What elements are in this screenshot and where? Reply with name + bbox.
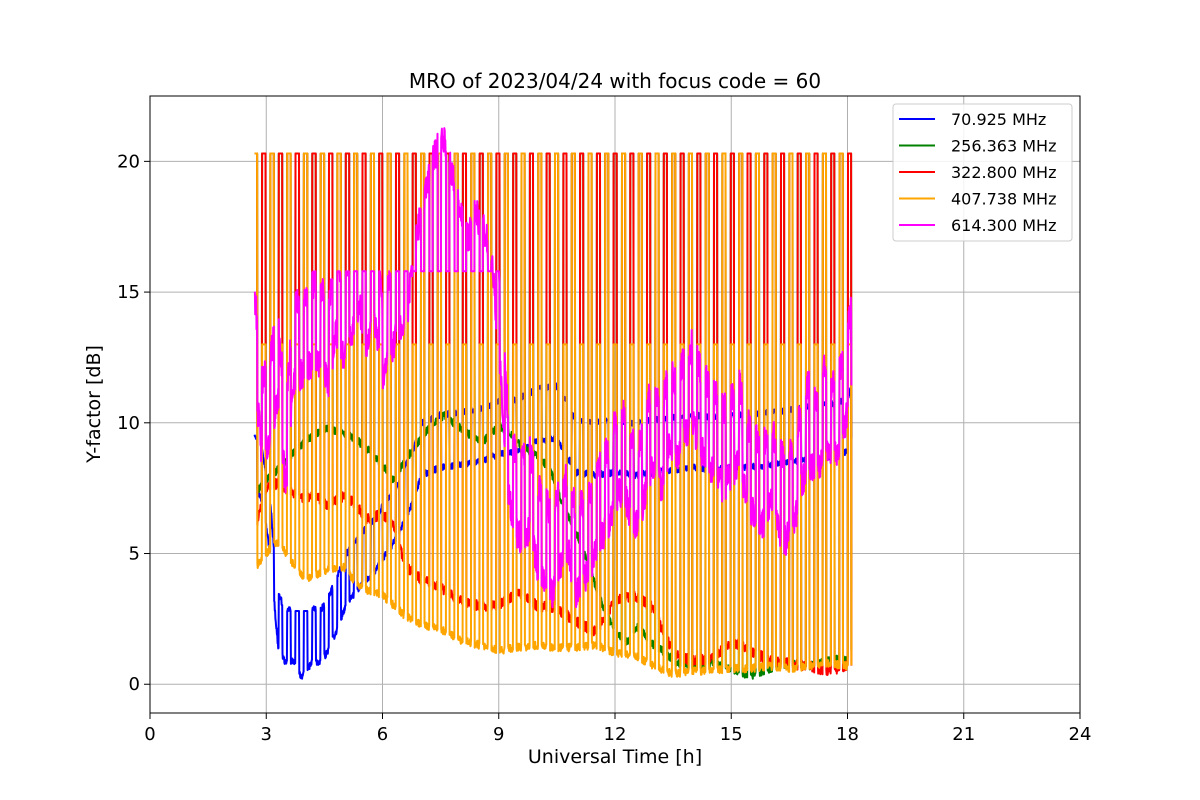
legend-label: 407.738 MHz <box>951 190 1056 209</box>
legend-label: 70.925 MHz <box>951 110 1046 129</box>
legend: 70.925 MHz 256.363 MHz 322.800 MHz 407.738 … <box>892 103 1073 242</box>
legend-label: 256.363 MHz <box>951 137 1056 156</box>
legend-items: 70.925 MHz 256.363 MHz 322.800 MHz 407.738 … <box>899 110 1056 235</box>
plot-frame <box>149 95 1081 714</box>
y-axis-label: Y-factor [dB] <box>83 345 105 464</box>
series-line <box>253 152 853 678</box>
y-tick-label: 0 <box>129 674 140 695</box>
series-layer <box>253 127 853 680</box>
x-tick-label: 0 <box>144 724 155 745</box>
y-tick-label: 20 <box>117 151 140 172</box>
series-line <box>253 127 853 609</box>
y-tick-label: 5 <box>129 544 140 565</box>
x-axis-ticks: 0 3 6 9 12 15 18 21 24 <box>144 713 1091 745</box>
legend-label: 322.800 MHz <box>951 163 1056 182</box>
legend-box <box>892 103 1073 242</box>
x-tick-label: 3 <box>261 724 272 745</box>
y-tick-label: 10 <box>117 413 140 434</box>
chart-title: MRO of 2023/04/24 with focus code = 60 <box>409 69 821 93</box>
x-tick-label: 15 <box>720 724 743 745</box>
x-axis-label: Universal Time [h] <box>528 746 702 768</box>
x-tick-label: 9 <box>493 724 504 745</box>
legend-label: 614.300 MHz <box>951 216 1056 235</box>
x-tick-label: 18 <box>836 724 859 745</box>
x-tick-label: 6 <box>377 724 388 745</box>
x-tick-label: 12 <box>604 724 627 745</box>
x-tick-label: 21 <box>952 724 975 745</box>
y-tick-label: 15 <box>117 282 140 303</box>
x-tick-label: 24 <box>1069 724 1092 745</box>
y-axis-ticks: 0 5 10 15 20 <box>117 151 150 695</box>
